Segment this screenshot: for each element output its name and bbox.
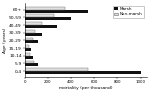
Bar [24, 7, 65, 10]
Bar [24, 22, 42, 25]
Bar [24, 71, 141, 74]
Bar [24, 53, 30, 56]
X-axis label: mortality (per thousand): mortality (per thousand) [59, 86, 112, 90]
Bar [24, 30, 35, 33]
Bar [24, 10, 88, 13]
Bar [24, 25, 57, 28]
Bar [24, 33, 42, 36]
Bar [24, 56, 33, 59]
Bar [24, 48, 31, 51]
Bar [24, 37, 33, 40]
Bar [24, 40, 38, 43]
Bar [24, 68, 88, 71]
Bar [24, 45, 29, 48]
Legend: Marsh, Non-marsh: Marsh, Non-marsh [112, 6, 144, 18]
Bar [24, 17, 71, 20]
Bar [24, 63, 38, 66]
Bar [24, 61, 34, 63]
Y-axis label: Age (years): Age (years) [3, 28, 8, 53]
Bar [24, 15, 54, 17]
